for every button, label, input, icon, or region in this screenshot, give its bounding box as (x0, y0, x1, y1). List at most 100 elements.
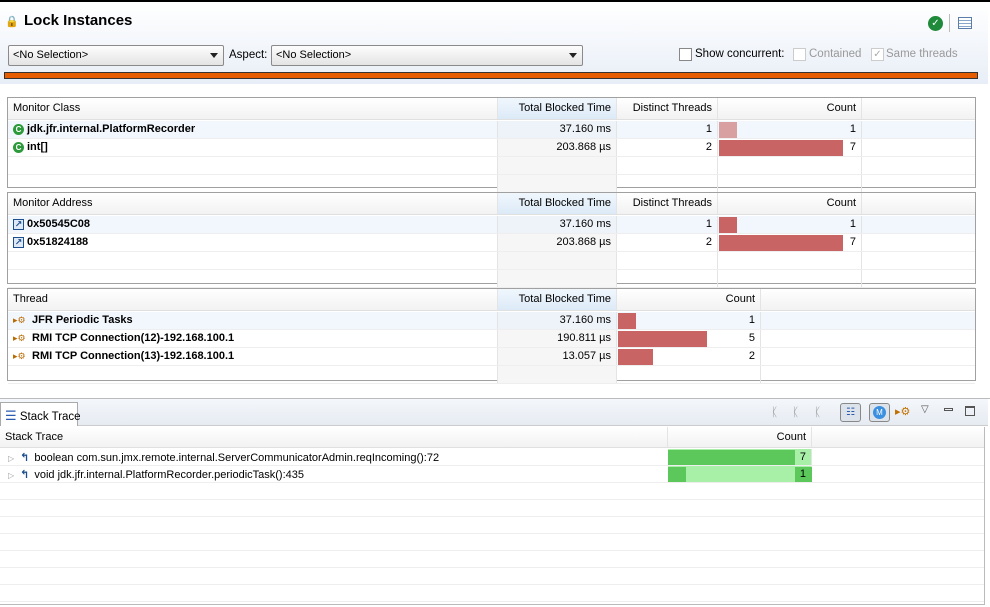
table-row[interactable]: ▷ ↰ boolean com.sun.jmx.remote.internal.Se… (0, 449, 984, 466)
row-name: RMI TCP Connection(13)-192.168.100.1 (32, 350, 235, 362)
previous-frame-icon[interactable]: ᛕ (771, 405, 779, 419)
count-value: 5 (748, 332, 755, 344)
table-row (8, 366, 975, 384)
same-threads-checkbox[interactable]: ✓ (871, 48, 884, 61)
view-menu-icon[interactable]: ▽ (921, 404, 929, 415)
column-header-threads[interactable]: Distinct Threads (617, 193, 718, 214)
method-icon[interactable]: M (869, 403, 890, 422)
monitor-class-table[interactable]: Monitor Class Total Blocked Time Distinct … (7, 97, 976, 193)
table-row[interactable]: ▸⚙ RMI TCP Connection(12)-192.168.100.1 19… (8, 330, 975, 348)
monitor-address-table[interactable]: Monitor Address Total Blocked Time Distinc… (7, 192, 976, 288)
filter-combo[interactable]: <No Selection> (8, 45, 224, 66)
minimize-icon[interactable] (944, 408, 953, 411)
tab-stack-trace[interactable]: ☰ Stack Trace (0, 402, 81, 426)
stack-trace-table[interactable]: Stack Trace Count ▷ ↰ boolean com.sun.jmx.re… (0, 427, 985, 605)
cell-count: 1 (668, 466, 812, 482)
table-row (0, 551, 984, 568)
cell-count (718, 270, 862, 287)
cell-threads: 1 (617, 121, 718, 138)
column-header-label: Monitor Class (13, 102, 81, 114)
cell-time: 37.160 ms (498, 216, 617, 233)
contained-checkbox[interactable] (793, 48, 806, 61)
threads-value: 1 (705, 218, 712, 230)
table-header: Monitor Class Total Blocked Time Distinct … (8, 98, 975, 120)
column-header-name[interactable]: Thread (8, 289, 498, 310)
lock-instances-view: 🔒 Lock Instances ✓ <No Selection> Aspect… (0, 0, 990, 384)
chevron-down-icon (210, 53, 218, 58)
frame-label: boolean com.sun.jmx.remote.internal.Serv… (34, 452, 440, 464)
cell-time: 13.057 µs (498, 348, 617, 365)
column-header-label: Count (826, 102, 856, 114)
thread-table[interactable]: Thread Total Blocked Time Count ▸⚙ JFR Perio… (7, 288, 976, 384)
aspect-combo[interactable]: <No Selection> (271, 45, 583, 66)
row-name: RMI TCP Connection(12)-192.168.100.1 (32, 332, 235, 344)
column-header-count[interactable]: Count (668, 427, 812, 447)
column-header-count[interactable]: Count (718, 98, 862, 119)
table-settings-icon[interactable] (958, 17, 972, 29)
cell-time: 203.868 µs (498, 234, 617, 251)
column-header-time[interactable]: Total Blocked Time (498, 98, 617, 119)
header-filler (761, 289, 961, 310)
row-name: JFR Periodic Tasks (32, 314, 133, 326)
column-header-name[interactable]: Monitor Class (8, 98, 498, 119)
table-row[interactable]: ▷ ↰ void jdk.jfr.internal.PlatformRecorder… (0, 466, 984, 483)
table-row (8, 157, 975, 175)
column-header-label: Total Blocked Time (518, 197, 611, 209)
maximize-icon[interactable] (965, 406, 975, 416)
table-row[interactable]: ▸⚙ JFR Periodic Tasks 37.160 ms 1 (8, 312, 975, 330)
count-value: 1 (799, 468, 806, 480)
count-value: 7 (799, 451, 806, 463)
cell-frame: ▷ ↰ void jdk.jfr.internal.PlatformRecorder… (0, 466, 668, 482)
table-row[interactable]: ↗ 0x50545C08 37.160 ms 1 1 (8, 216, 975, 234)
show-concurrent-checkbox[interactable] (679, 48, 692, 61)
divider (949, 14, 950, 32)
column-header-stack-trace[interactable]: Stack Trace (0, 427, 668, 447)
cell-threads (617, 157, 718, 174)
cell-threads (617, 175, 718, 192)
column-header-count[interactable]: Count (617, 289, 761, 310)
cell-time: 37.160 ms (498, 121, 617, 138)
thread-filter-icon[interactable]: ▸⚙ (895, 406, 911, 418)
timeline-bar[interactable] (4, 72, 978, 79)
count-bar (668, 450, 795, 465)
tree-layout-icon[interactable]: ☷ (840, 403, 861, 422)
column-header-label: Monitor Address (13, 197, 93, 209)
column-header-threads[interactable]: Distinct Threads (617, 98, 718, 119)
cell-name (8, 270, 498, 287)
combo-value: <No Selection> (276, 49, 352, 61)
page-title: Lock Instances (24, 12, 133, 29)
row-name: int[] (27, 141, 48, 153)
column-header-time[interactable]: Total Blocked Time (498, 289, 617, 310)
threads-value: 2 (705, 141, 712, 153)
column-header-name[interactable]: Monitor Address (8, 193, 498, 214)
cell-count (617, 366, 761, 383)
status-ok-icon: ✓ (928, 16, 943, 31)
table-row[interactable]: ↗ 0x51824188 203.868 µs 2 7 (8, 234, 975, 252)
table-row (0, 568, 984, 585)
column-header-label: Total Blocked Time (518, 102, 611, 114)
table-row[interactable]: ▸⚙ RMI TCP Connection(13)-192.168.100.1 13… (8, 348, 975, 366)
time-value: 203.868 µs (556, 236, 611, 248)
column-header-time[interactable]: Total Blocked Time (498, 193, 617, 214)
expand-icon[interactable]: ▷ (8, 454, 15, 463)
count-bar (719, 122, 737, 138)
table-header: Stack Trace Count (0, 427, 984, 448)
cell-count (718, 175, 862, 192)
count-value: 7 (849, 141, 856, 153)
combo-value: <No Selection> (13, 49, 89, 61)
expand-icon[interactable]: ▷ (8, 471, 15, 480)
group-frame-icon[interactable]: ᛕ (814, 405, 822, 419)
cell-name (8, 157, 498, 174)
count-bar-marker (795, 467, 812, 482)
address-icon: ↗ (13, 218, 24, 230)
cell-time (498, 175, 617, 192)
next-frame-icon[interactable]: ᛕ (792, 405, 800, 419)
cell-name (8, 252, 498, 269)
time-value: 37.160 ms (559, 314, 611, 326)
cell-count: 1 (718, 216, 862, 233)
column-header-count[interactable]: Count (718, 193, 862, 214)
